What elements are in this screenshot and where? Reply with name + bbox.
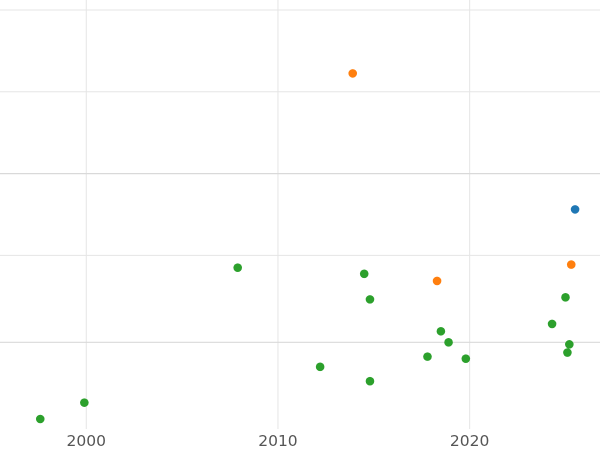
data-point (444, 338, 453, 347)
data-point (436, 326, 446, 336)
data-point (566, 260, 576, 269)
data-point (432, 276, 442, 286)
data-point (365, 295, 375, 304)
data-point (547, 319, 557, 329)
data-point (570, 205, 580, 214)
data-point (348, 69, 358, 78)
data-point (359, 269, 369, 279)
x-axis-ticks: 2000 2010 2020 (67, 432, 490, 450)
x-tick-label: 2010 (258, 432, 297, 450)
grid (0, 0, 600, 429)
data-point (561, 293, 570, 302)
data-point (461, 354, 471, 363)
data-point (233, 263, 242, 272)
data-point (35, 414, 45, 424)
data-point (423, 352, 432, 361)
data-point (565, 340, 574, 349)
data-point (365, 376, 375, 386)
x-tick-label: 2000 (67, 432, 106, 450)
x-tick-label: 2020 (450, 432, 489, 450)
data-point (80, 398, 89, 407)
data-point (563, 348, 572, 357)
scatter-points (35, 69, 580, 424)
data-point (315, 362, 325, 372)
